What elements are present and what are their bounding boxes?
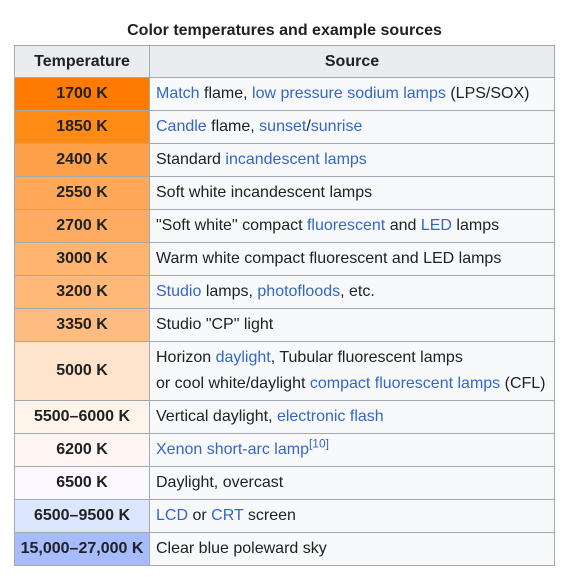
table-row: 2550 K Soft white incandescent lamps bbox=[14, 176, 555, 210]
table-caption: Color temperatures and example sources bbox=[127, 22, 442, 39]
table-row: 6500 K Daylight, overcast bbox=[14, 466, 555, 500]
source-text: and bbox=[385, 217, 421, 234]
source-link[interactable]: sunset bbox=[259, 118, 307, 135]
temperature-cell: 6500 K bbox=[14, 466, 150, 500]
source-cell: Candle flame, sunset/sunrise bbox=[149, 110, 555, 144]
source-cell: Xenon short-arc lamp[10] bbox=[149, 433, 555, 467]
source-text: or bbox=[188, 507, 212, 524]
source-cell: Standard incandescent lamps bbox=[149, 143, 555, 177]
temperature-cell: 6500–9500 K bbox=[14, 499, 150, 533]
source-link[interactable]: Studio bbox=[156, 283, 202, 300]
source-cell: Horizon daylight, Tubular fluorescent la… bbox=[149, 341, 555, 401]
source-cell: Vertical daylight, electronic flash bbox=[149, 400, 555, 434]
temperature-cell: 15,000–27,000 K bbox=[14, 532, 150, 566]
source-cell: LCD or CRT screen bbox=[149, 499, 555, 533]
source-cell: Studio "CP" light bbox=[149, 308, 555, 342]
table-row: 3350 K Studio "CP" light bbox=[14, 308, 555, 342]
source-link[interactable]: low pressure sodium lamps bbox=[252, 85, 446, 102]
table-row: 15,000–27,000 K Clear blue poleward sky bbox=[14, 532, 555, 566]
source-link[interactable]: sunrise bbox=[310, 118, 363, 135]
table-row: 3000 K Warm white compact fluorescent and… bbox=[14, 242, 555, 276]
table-row: 2700 K "Soft white" compact fluorescent a… bbox=[14, 209, 555, 243]
color-temperature-table: Temperature Source 1700 K Match flame, lo… bbox=[14, 45, 555, 566]
temperature-cell: 2550 K bbox=[14, 176, 150, 210]
source-text: Clear blue poleward sky bbox=[156, 540, 327, 557]
source-text: , etc. bbox=[340, 283, 375, 300]
source-text: Soft white incandescent lamps bbox=[156, 184, 373, 201]
source-text: Horizon bbox=[156, 349, 216, 366]
temperature-cell: 3000 K bbox=[14, 242, 150, 276]
source-cell: Daylight, overcast bbox=[149, 466, 555, 500]
header-temperature[interactable]: Temperature bbox=[14, 45, 150, 78]
temperature-cell: 1850 K bbox=[14, 110, 150, 144]
source-link[interactable]: CRT bbox=[211, 507, 244, 524]
temperature-cell: 5500–6000 K bbox=[14, 400, 150, 434]
source-link[interactable]: compact fluorescent lamps bbox=[309, 375, 501, 392]
source-link[interactable]: Match bbox=[156, 85, 200, 102]
table-header-row: Temperature Source bbox=[14, 45, 555, 78]
source-text: Studio "CP" light bbox=[156, 316, 274, 333]
source-link[interactable]: photofloods bbox=[257, 283, 341, 300]
temperature-cell: 2400 K bbox=[14, 143, 150, 177]
temperature-cell: 5000 K bbox=[14, 341, 150, 401]
table-row: 5000 K Horizon daylight, Tubular fluoresc… bbox=[14, 341, 555, 401]
source-link[interactable]: LED bbox=[420, 217, 452, 234]
table-row: 1850 K Candle flame, sunset/sunrise bbox=[14, 110, 555, 144]
source-cell: Warm white compact fluorescent and LED l… bbox=[149, 242, 555, 276]
source-text: / bbox=[306, 118, 311, 135]
table-row: 1700 K Match flame, low pressure sodium l… bbox=[14, 77, 555, 111]
source-link[interactable]: incandescent lamps bbox=[225, 151, 367, 168]
source-text: flame, bbox=[206, 118, 260, 135]
source-link[interactable]: Candle bbox=[156, 118, 207, 135]
source-text: (CFL) bbox=[500, 375, 546, 392]
table-row: 5500–6000 K Vertical daylight, electronic… bbox=[14, 400, 555, 434]
header-source[interactable]: Source bbox=[149, 45, 555, 78]
source-cell: Clear blue poleward sky bbox=[149, 532, 555, 566]
source-text: Warm white compact fluorescent and LED l… bbox=[156, 250, 502, 267]
citation-link[interactable]: [10] bbox=[308, 436, 329, 451]
source-text: lamps bbox=[451, 217, 500, 234]
table-row: 2400 K Standard incandescent lamps bbox=[14, 143, 555, 177]
source-text: screen bbox=[243, 507, 296, 524]
source-text: "Soft white" compact bbox=[156, 217, 307, 234]
temperature-cell: 1700 K bbox=[14, 77, 150, 111]
source-cell: "Soft white" compact fluorescent and LED… bbox=[149, 209, 555, 243]
temperature-cell: 2700 K bbox=[14, 209, 150, 243]
temperature-cell: 3350 K bbox=[14, 308, 150, 342]
table-row: 6200 K Xenon short-arc lamp[10] bbox=[14, 433, 555, 467]
source-text: Daylight, overcast bbox=[156, 474, 284, 491]
source-text: lamps, bbox=[201, 283, 258, 300]
source-text: or cool white/daylight bbox=[156, 375, 310, 392]
color-temperature-table-container: Color temperatures and example sources T… bbox=[14, 20, 555, 566]
source-text: (LPS/SOX) bbox=[445, 85, 530, 102]
source-link[interactable]: electronic flash bbox=[276, 408, 384, 425]
source-text: flame, bbox=[199, 85, 253, 102]
source-link[interactable]: daylight bbox=[215, 349, 271, 366]
source-link[interactable]: Xenon short-arc lamp bbox=[156, 441, 309, 458]
source-text: , Tubular fluorescent lamps bbox=[270, 349, 463, 366]
source-text: Vertical daylight, bbox=[156, 408, 277, 425]
table-row: 6500–9500 K LCD or CRT screen bbox=[14, 499, 555, 533]
source-cell: Soft white incandescent lamps bbox=[149, 176, 555, 210]
temperature-cell: 3200 K bbox=[14, 275, 150, 309]
source-cell: Match flame, low pressure sodium lamps (… bbox=[149, 77, 555, 111]
source-cell: Studio lamps, photofloods, etc. bbox=[149, 275, 555, 309]
temperature-cell: 6200 K bbox=[14, 433, 150, 467]
table-row: 3200 K Studio lamps, photofloods, etc. bbox=[14, 275, 555, 309]
source-link[interactable]: LCD bbox=[156, 507, 189, 524]
source-link[interactable]: fluorescent bbox=[306, 217, 386, 234]
source-text: Standard bbox=[156, 151, 226, 168]
